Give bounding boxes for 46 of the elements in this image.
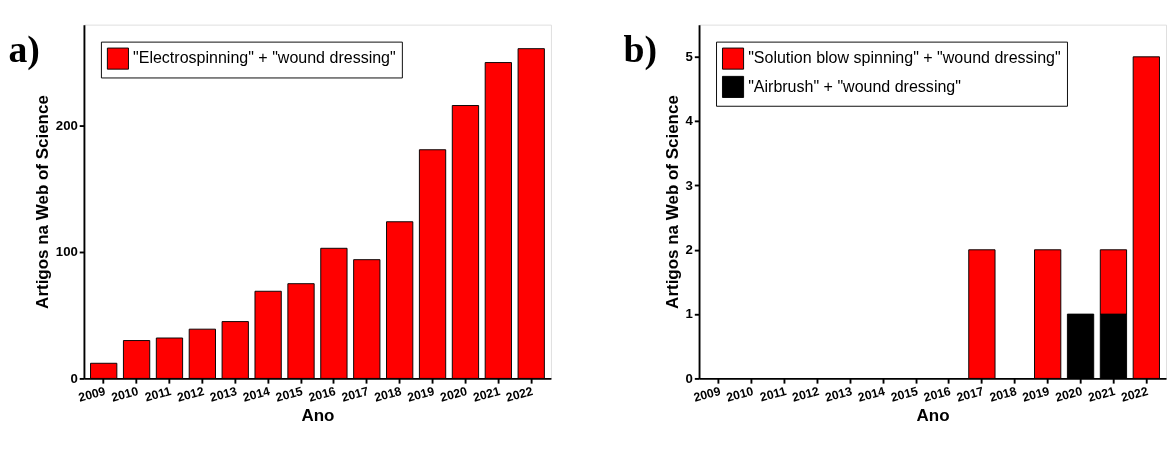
y-tick-label: 4 [685, 113, 694, 129]
x-tick-label: 2010 [109, 383, 140, 405]
x-tick-label: 2017 [340, 383, 371, 405]
x-tick-label: 2022 [504, 383, 535, 405]
text: b) [623, 28, 658, 72]
y-tick-label: 0 [685, 370, 693, 386]
x-axis-title: Ano [916, 406, 950, 426]
x-tick-label: 2015 [889, 383, 920, 405]
x-tick-label: 2021 [1086, 383, 1117, 405]
y-tick-label: 0 [70, 370, 78, 386]
x-tick-label: 2020 [1053, 383, 1084, 405]
x-tick-label: 2019 [1020, 383, 1052, 405]
x-tick-label: 2018 [372, 383, 404, 405]
x-tick-label: 2009 [692, 383, 723, 405]
y-tick-label: 1 [685, 306, 693, 322]
legend-label: "Electrospinning" + "wound dressing" [133, 48, 396, 67]
x-tick-label: 2019 [405, 383, 436, 405]
y-tick-label: 100 [55, 244, 78, 260]
x-tick-label: 2018 [988, 383, 1019, 405]
x-tick-label: 2011 [758, 383, 788, 405]
x-tick-label: 2020 [438, 383, 469, 405]
x-tick-label: 2014 [241, 383, 272, 405]
x-tick-label: 2011 [143, 383, 173, 405]
y-axis-title: Artigos na Web of Science [663, 95, 683, 309]
x-tick-label: 2012 [790, 383, 821, 405]
y-tick-label: 200 [55, 117, 78, 133]
x-tick-label: 2012 [175, 383, 206, 405]
y-tick-label: 5 [685, 49, 693, 65]
x-tick-label: 2016 [307, 383, 338, 405]
text: a) [8, 28, 40, 72]
x-tick-label: 2014 [856, 383, 887, 405]
x-tick-label: 2016 [922, 383, 953, 405]
x-tick-label: 2013 [823, 383, 854, 405]
x-tick-label: 2022 [1119, 383, 1150, 405]
x-tick-label: 2015 [274, 383, 305, 405]
legend-label: "Solution blow spinning" + "wound dressing" [748, 48, 1061, 67]
x-tick-label: 2021 [471, 383, 502, 405]
x-tick-label: 2013 [208, 383, 239, 405]
x-axis-title: Ano [301, 406, 335, 426]
x-tick-label: 2010 [724, 383, 756, 405]
y-tick-label: 3 [685, 177, 693, 193]
y-tick-label: 2 [685, 242, 693, 258]
legend-label: "Airbrush" + "wound dressing" [748, 76, 961, 95]
y-axis-title: Artigos na Web of Science [33, 95, 53, 309]
x-tick-label: 2009 [76, 383, 108, 405]
x-tick-label: 2017 [955, 383, 986, 405]
